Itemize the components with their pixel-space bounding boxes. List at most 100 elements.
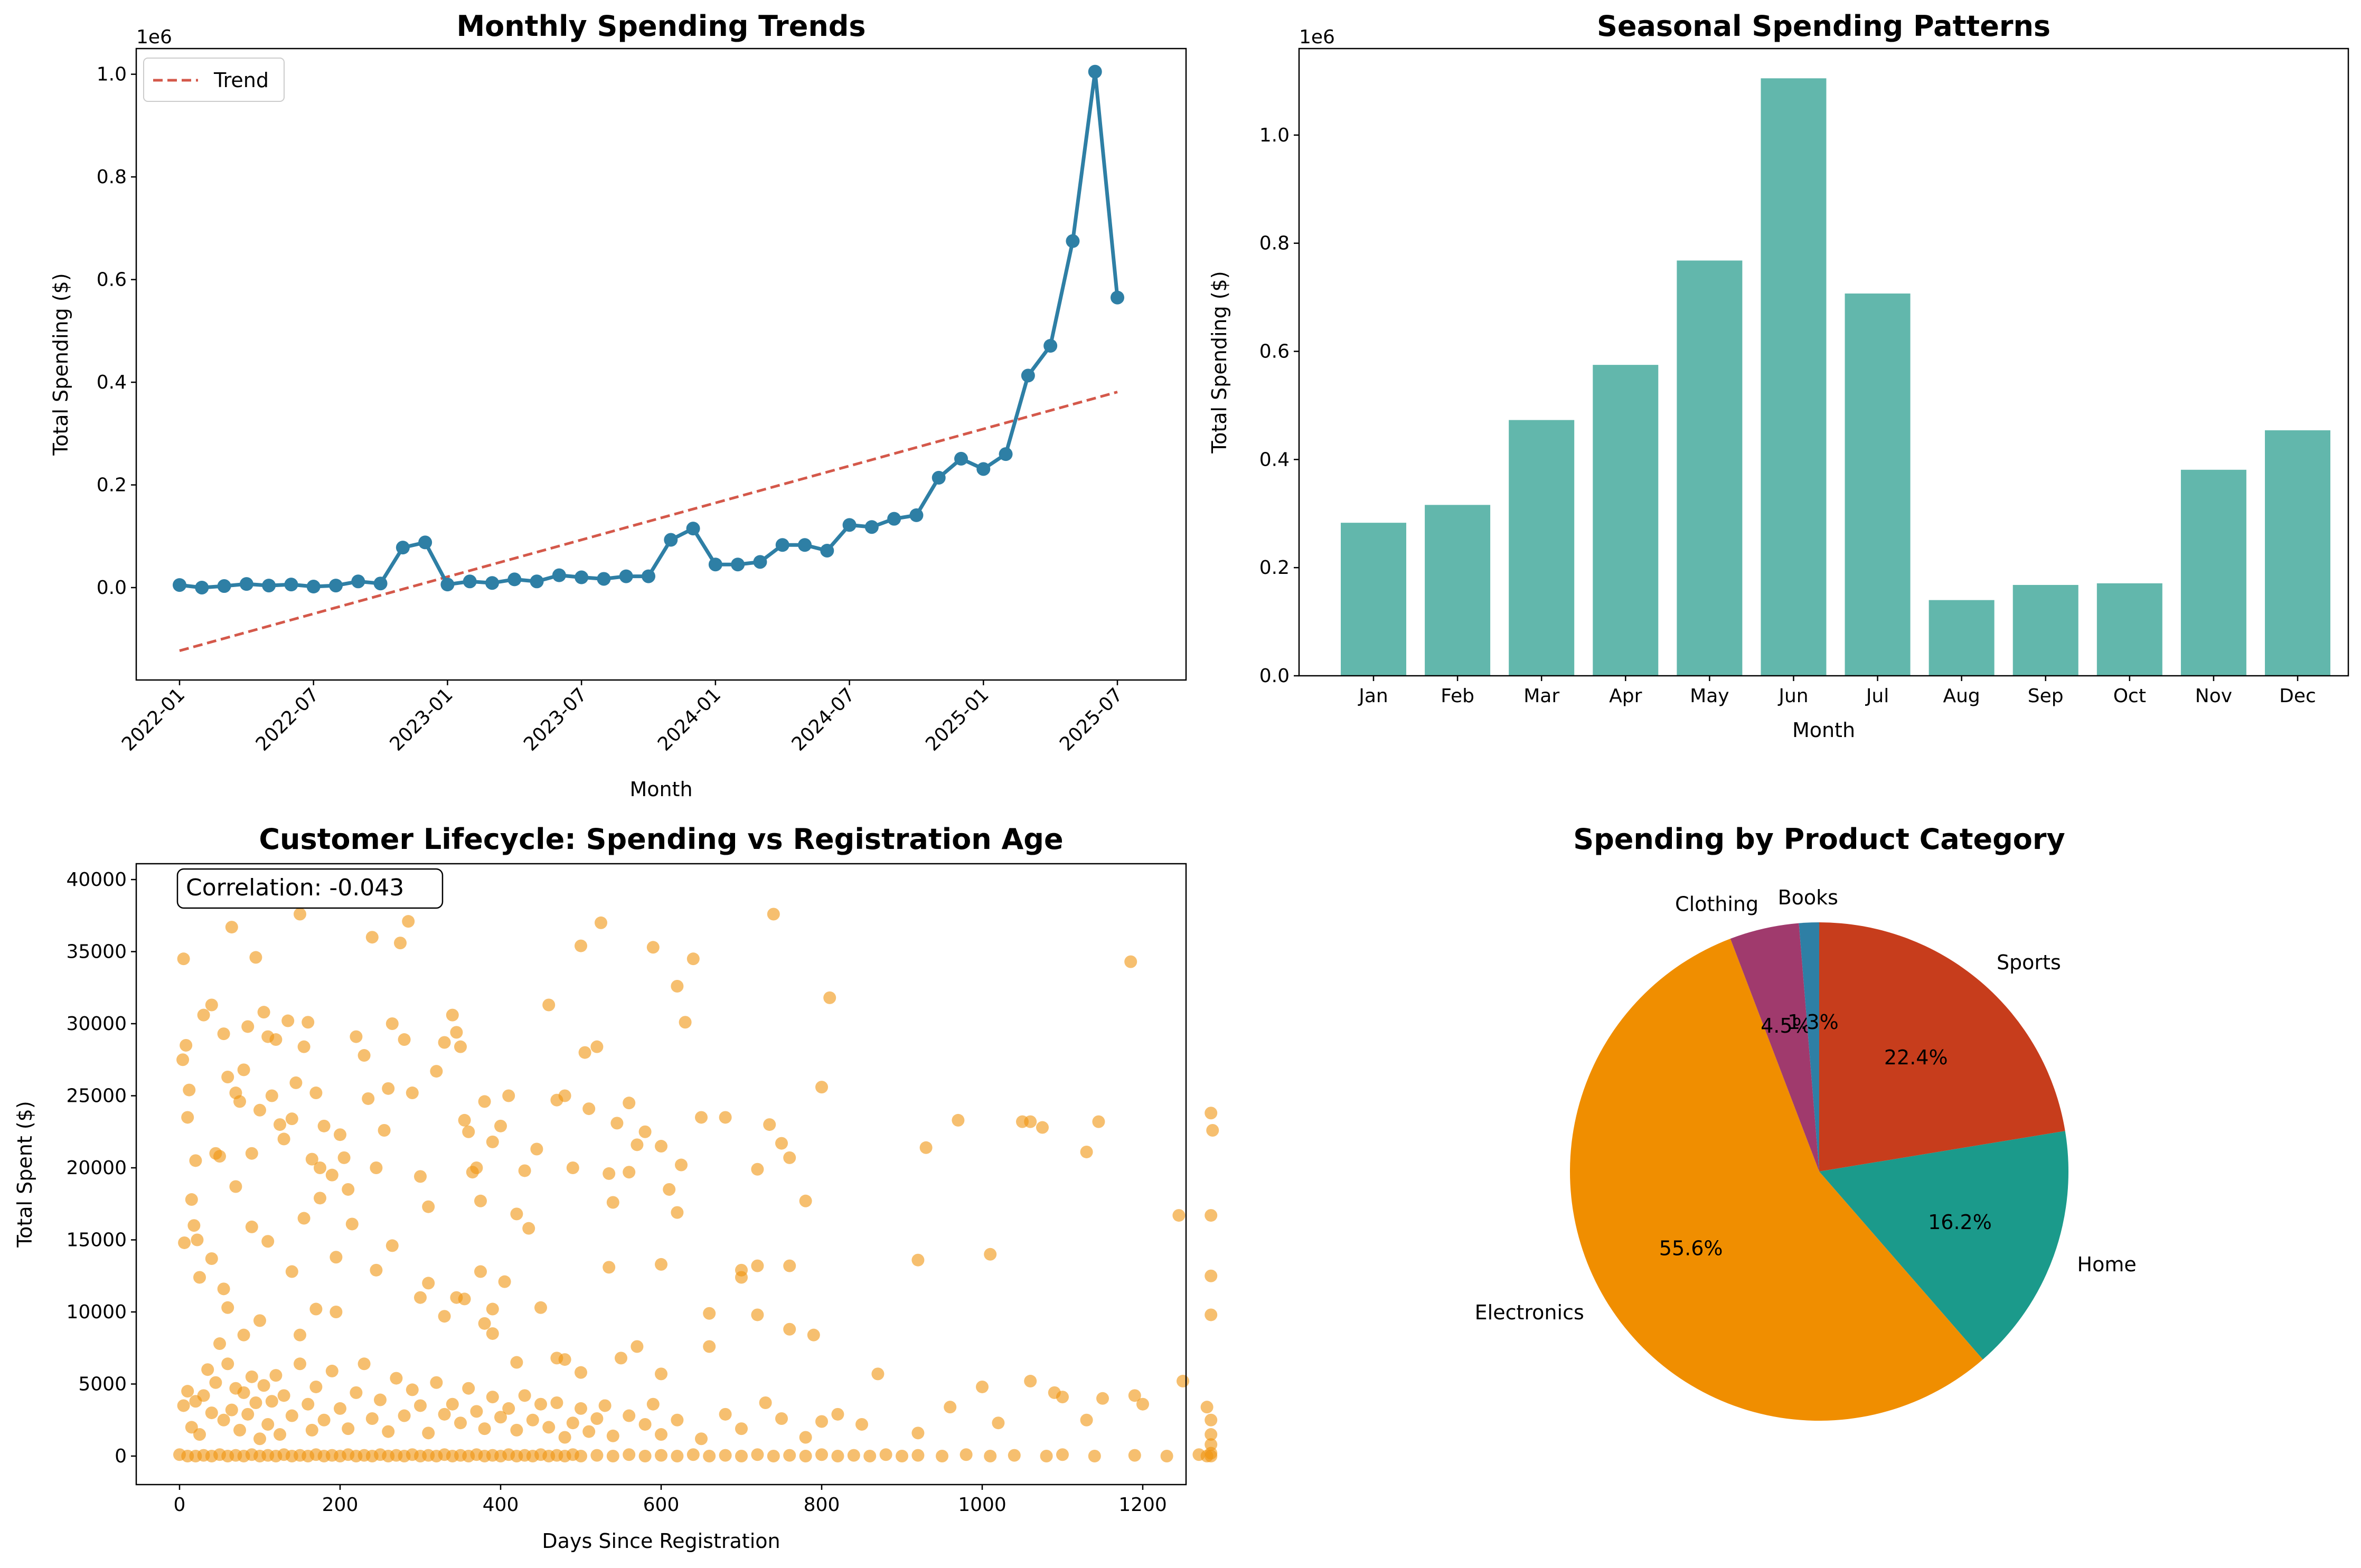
x-tick-label: 800 <box>804 1494 840 1516</box>
y-tick-label: 40000 <box>66 869 127 891</box>
pie-percent-books: 1.3% <box>1788 1010 1839 1034</box>
x-tick-label: Jul <box>1865 685 1889 707</box>
spending-point <box>619 569 633 583</box>
x-tick-label: Apr <box>1609 685 1642 707</box>
scatter-point <box>510 1423 523 1437</box>
scatter-point <box>518 1389 531 1402</box>
scatter-point <box>474 1194 487 1207</box>
scatter-point <box>1172 1209 1186 1222</box>
y-tick-label: 0.8 <box>97 166 127 188</box>
scatter-point <box>350 1386 363 1399</box>
scatter-point <box>285 1265 298 1278</box>
correlation-box <box>176 868 444 909</box>
pie-slice-electronics <box>1570 938 1983 1421</box>
scatter-point <box>911 1427 925 1440</box>
scatter-point <box>1205 1209 1218 1222</box>
x-tick-label: 0 <box>174 1494 186 1516</box>
scatter-point <box>422 1277 435 1290</box>
scatter-point <box>1024 1375 1037 1388</box>
scatter-point <box>783 1449 796 1462</box>
scatter-point <box>314 1161 326 1174</box>
spending-point <box>530 574 544 589</box>
spending-point <box>1088 64 1102 79</box>
bar-may <box>1677 260 1743 676</box>
scatter-point <box>269 1369 283 1382</box>
scatter-point <box>502 1402 515 1415</box>
scatter-point <box>317 1119 331 1132</box>
scatter-point <box>470 1161 483 1174</box>
scatter-point <box>638 1418 652 1431</box>
scatter-point <box>606 1450 619 1462</box>
scatter-point <box>807 1328 820 1342</box>
scatter-point <box>655 1140 667 1153</box>
scatter-point <box>646 941 660 954</box>
y-tick-label: 35000 <box>66 941 127 963</box>
axes-frame <box>135 863 1187 1486</box>
scatter-point <box>615 1352 627 1365</box>
scatter-point <box>370 1161 383 1174</box>
scatter-point <box>494 1411 507 1424</box>
y-tick-label: 30000 <box>66 1013 127 1035</box>
scatter-point <box>984 1450 997 1462</box>
scatter-point <box>177 952 190 966</box>
scatter-point <box>703 1450 716 1462</box>
y-tick-label: 5000 <box>78 1374 127 1395</box>
scatter-point <box>1205 1107 1218 1120</box>
scatter-point <box>510 1356 523 1369</box>
scatter-point <box>911 1253 925 1267</box>
scatter-point <box>181 1111 194 1124</box>
scatter-point <box>575 1402 587 1415</box>
scatter-point <box>542 1421 556 1434</box>
scatter-point <box>566 1161 579 1174</box>
scatter-point <box>297 1212 311 1225</box>
scatter-point <box>257 1006 270 1019</box>
scatter-point <box>1200 1401 1214 1414</box>
scatter-point <box>342 1183 355 1196</box>
scatter-point <box>462 1125 475 1138</box>
scatter-point <box>719 1408 732 1421</box>
scatter-point <box>783 1323 796 1336</box>
pie-percent-clothing: 4.5% <box>1761 1014 1812 1037</box>
scatter-point <box>598 1399 612 1412</box>
chart-title: Customer Lifecycle: Spending vs Registra… <box>259 823 1063 856</box>
scatter-point <box>191 1233 204 1246</box>
y-tick-label: 25000 <box>66 1085 127 1107</box>
scatter-point <box>763 1118 776 1131</box>
scatter-point <box>610 1117 624 1130</box>
scatter-point <box>831 1450 844 1462</box>
scatter-point <box>606 1429 619 1442</box>
scatter-point <box>281 1014 295 1027</box>
spending-point <box>954 451 968 466</box>
scatter-point <box>237 1328 250 1342</box>
scatter-point <box>590 1449 604 1462</box>
scatter-point <box>337 1151 351 1164</box>
scatter-point <box>225 1403 238 1416</box>
scatter-point <box>1008 1449 1021 1462</box>
scatter-point <box>241 1020 255 1033</box>
x-axis-label: Month <box>1792 719 1855 742</box>
scatter-point <box>542 998 556 1012</box>
x-tick-label: Dec <box>2279 685 2316 707</box>
scatter-point <box>309 1087 323 1100</box>
spending-point <box>329 579 343 593</box>
scatter-point <box>345 1217 359 1231</box>
spending-point <box>173 578 186 592</box>
spending-point <box>284 578 298 592</box>
scatter-point <box>944 1401 957 1414</box>
scatter-point <box>177 1399 190 1412</box>
x-tick-label: May <box>1690 685 1729 707</box>
scatter-point <box>253 1103 266 1117</box>
scatter-point <box>603 1167 616 1180</box>
scatter-point <box>575 1450 587 1462</box>
spending-point <box>507 572 522 587</box>
scatter-point <box>606 1196 619 1209</box>
scatter-point <box>855 1418 868 1431</box>
chart-title: Monthly Spending Trends <box>456 10 866 43</box>
spending-point <box>396 541 410 555</box>
scatter-point <box>655 1258 667 1271</box>
y-tick-label: 0.4 <box>1259 449 1290 470</box>
scatter-point <box>751 1259 764 1272</box>
spending-point <box>731 558 745 572</box>
scatter-point <box>486 1302 499 1316</box>
axes-frame <box>135 48 1187 681</box>
